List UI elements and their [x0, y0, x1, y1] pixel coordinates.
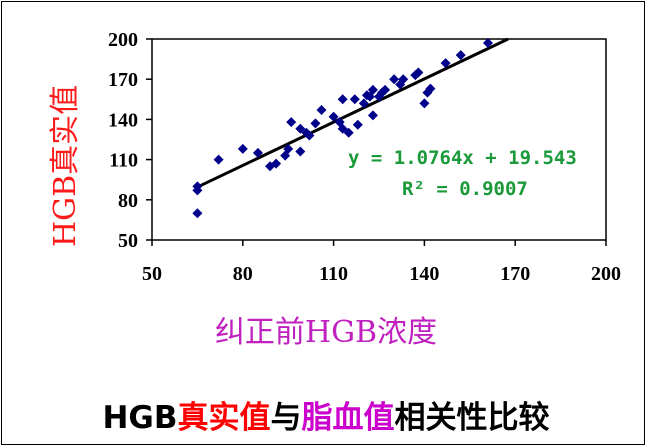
data-point	[337, 123, 348, 134]
data-point	[304, 130, 315, 141]
data-point	[252, 147, 263, 158]
x-axis-ticks: 50 80 110 140 170 200	[142, 240, 621, 285]
caption-with: 与	[270, 400, 302, 436]
x-tick-label: 50	[142, 263, 162, 285]
x-tick-label: 80	[233, 263, 253, 285]
data-point	[283, 143, 294, 154]
plot-area	[151, 38, 607, 241]
r-squared-label: R² = 0.9007	[402, 178, 528, 200]
data-point	[389, 74, 400, 85]
data-point	[367, 84, 378, 95]
x-axis-label: 纠正前HGB浓度	[214, 315, 438, 350]
data-point	[380, 84, 391, 95]
data-point	[358, 98, 369, 109]
data-point	[349, 94, 360, 105]
data-point	[425, 83, 436, 94]
y-tick-label: 170	[108, 69, 138, 91]
data-point	[295, 123, 306, 134]
data-point	[482, 38, 493, 49]
data-points	[192, 38, 493, 219]
data-point	[192, 181, 203, 192]
data-point	[310, 118, 321, 129]
data-point	[286, 117, 297, 128]
data-point	[367, 110, 378, 121]
y-axis-label: HGB真实值	[48, 84, 83, 247]
regression-equation: y = 1.0764x + 19.543	[348, 147, 577, 169]
data-point	[213, 154, 224, 165]
data-point	[237, 143, 248, 154]
y-tick-label: 200	[108, 29, 138, 51]
y-tick-label: 140	[108, 109, 138, 131]
y-axis-ticks: 50 80 110 140 170 200	[108, 29, 152, 252]
data-point	[328, 111, 339, 122]
data-point	[316, 105, 327, 116]
y-tick-label: 110	[109, 150, 138, 172]
data-point	[271, 158, 282, 169]
y-tick-label: 50	[118, 230, 138, 252]
data-point	[398, 74, 409, 85]
data-point	[440, 58, 451, 69]
data-point	[419, 98, 430, 109]
trend-line	[196, 37, 509, 189]
x-tick-label: 200	[591, 263, 621, 285]
data-point	[337, 94, 348, 105]
caption-correlation: 相关性比较	[394, 400, 550, 436]
y-tick-label: 80	[118, 190, 138, 212]
data-point	[295, 146, 306, 157]
x-tick-label: 140	[409, 263, 439, 285]
caption-lipemic-value: 脂血值	[301, 400, 395, 436]
x-tick-label: 110	[319, 263, 348, 285]
x-tick-label: 170	[500, 263, 530, 285]
data-point	[455, 50, 466, 61]
data-point	[192, 208, 203, 219]
data-point	[343, 127, 354, 138]
caption-true-value: 真实值	[177, 400, 271, 436]
figure-caption: HGB真实值与脂血值相关性比较	[2, 392, 648, 437]
data-point	[352, 119, 363, 130]
data-point	[413, 67, 424, 78]
caption-hgb: HGB	[102, 400, 178, 436]
